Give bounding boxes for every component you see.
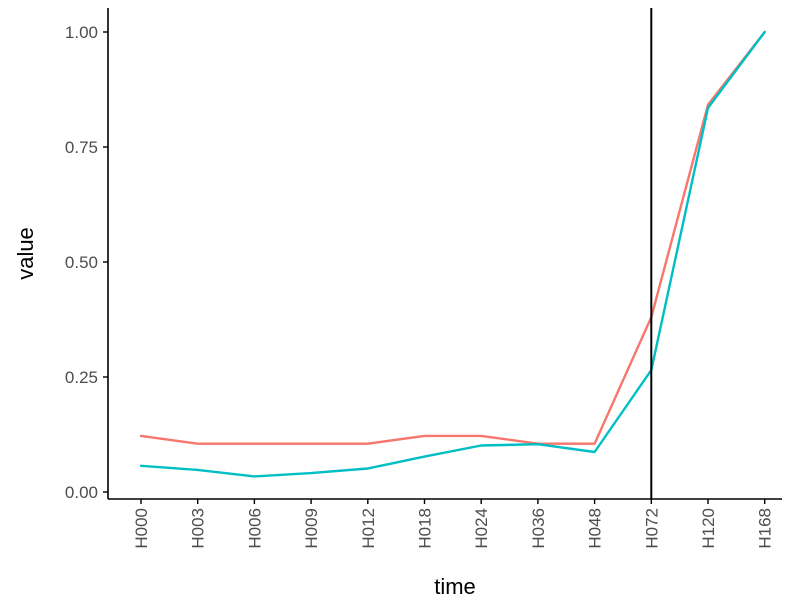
- x-axis-title: time: [434, 574, 476, 599]
- y-tick-label: 1.00: [65, 23, 98, 42]
- x-tick-label: H036: [529, 508, 548, 549]
- plot-area: [141, 8, 765, 499]
- x-tick-label: H018: [416, 508, 435, 549]
- x-tick-label: H168: [756, 508, 775, 549]
- x-tick-label: H012: [359, 508, 378, 549]
- y-tick-label: 0.00: [65, 483, 98, 502]
- series-line-2: [141, 32, 765, 476]
- x-axis-ticks: H000 H003 H006 H009 H012 H018 H024 H036 H048 H072…: [132, 499, 775, 549]
- x-tick-label: H006: [245, 508, 264, 549]
- x-tick-label: H009: [302, 508, 321, 549]
- y-axis-title: value: [13, 227, 38, 280]
- x-tick-label: H024: [472, 508, 491, 549]
- y-axis-ticks: 0.00 0.25 0.50 0.75 1.00: [65, 23, 108, 502]
- x-tick-label: H003: [189, 508, 208, 549]
- x-tick-label: H120: [699, 508, 718, 549]
- series-line-1: [141, 32, 765, 444]
- y-tick-label: 0.75: [65, 138, 98, 157]
- x-tick-label: H072: [642, 508, 661, 549]
- y-tick-label: 0.50: [65, 253, 98, 272]
- axes: [108, 8, 782, 499]
- x-tick-label: H000: [132, 508, 151, 549]
- y-tick-label: 0.25: [65, 368, 98, 387]
- x-tick-label: H048: [586, 508, 605, 549]
